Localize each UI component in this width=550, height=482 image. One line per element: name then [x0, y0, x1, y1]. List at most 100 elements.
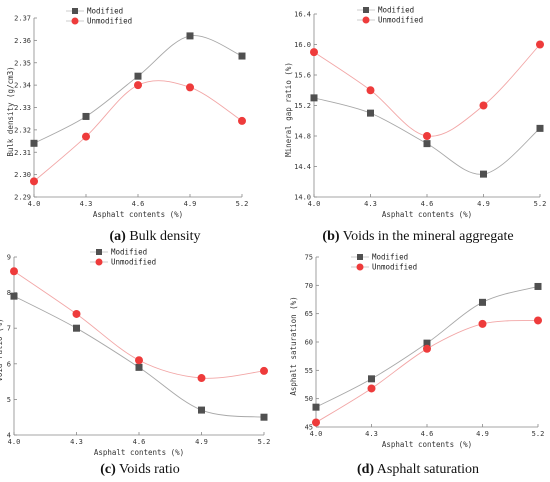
data-point-modified	[423, 339, 431, 347]
y-axis-label: Void ratio (%)	[0, 318, 4, 381]
series-line-unmodified	[315, 320, 539, 423]
data-point-modified	[30, 139, 38, 147]
data-point-modified	[198, 406, 205, 414]
legend-marker-modified	[72, 8, 78, 14]
data-point-unmodified	[366, 86, 375, 95]
data-point-modified	[536, 124, 544, 132]
data-point-unmodified	[197, 374, 206, 383]
y-tick-label: 75	[305, 254, 313, 262]
x-tick-label: 4.3	[364, 200, 377, 208]
x-tick-label: 5.2	[236, 200, 249, 208]
data-point-unmodified	[186, 83, 194, 92]
x-axis-label: Asphalt contents (%)	[94, 448, 184, 457]
data-point-unmodified	[423, 132, 431, 140]
data-point-unmodified	[312, 418, 320, 427]
x-tick-label: 4.3	[365, 430, 378, 438]
chart-panel-c: 4 5 6 7 8 9 4.0 4.3 4.6 4.9 5.2 Asphalt contents (%…	[0, 248, 270, 478]
y-axis-label: Asphalt saturation (%)	[289, 296, 298, 395]
y-tick-label: 2.37	[14, 15, 31, 23]
data-point-modified	[260, 413, 268, 421]
caption-text: Asphalt saturation	[374, 462, 479, 477]
x-tick-label: 4.6	[421, 430, 434, 438]
data-point-unmodified	[478, 319, 487, 328]
y-tick-label: 70	[305, 282, 313, 290]
y-tick-label: 2.36	[14, 37, 31, 45]
y-tick-label: 15.6	[294, 72, 311, 80]
caption-text: Voids in the mineral aggregate	[340, 229, 514, 244]
panel-caption: (c) Voids ratio	[100, 462, 180, 477]
x-tick-label: 4.0	[28, 200, 41, 208]
caption-label: (a)	[110, 229, 127, 244]
x-tick-label: 4.3	[80, 200, 93, 208]
y-tick-label: 2.35	[14, 59, 31, 67]
y-axis-label: Bulk density (g/cm3)	[6, 66, 15, 156]
caption-label: (b)	[322, 229, 339, 244]
y-tick-label: 2.31	[14, 149, 31, 157]
y-tick-label: 5	[7, 396, 11, 404]
x-axis-label: Asphalt contents (%)	[382, 210, 472, 219]
data-point-modified	[134, 72, 142, 80]
data-point-unmodified	[310, 48, 318, 57]
y-tick-label: 6	[7, 360, 11, 368]
legend-label: Unmodified	[87, 17, 132, 26]
data-point-unmodified	[72, 309, 81, 318]
y-tick-label: 14.8	[294, 133, 311, 141]
y-tick-label: 60	[305, 339, 313, 347]
data-point-modified	[423, 140, 431, 148]
y-tick-label: 2.29	[14, 194, 31, 202]
y-tick-label: 45	[305, 424, 313, 432]
y-tick-label: 50	[305, 395, 313, 403]
legend-label: Unmodified	[111, 258, 156, 267]
legend-marker-modified	[96, 249, 102, 255]
data-point-modified	[367, 109, 374, 117]
legend-marker-unmodified	[356, 263, 364, 271]
data-point-modified	[73, 324, 80, 332]
x-tick-label: 4.9	[184, 200, 197, 208]
y-axis-label: Mineral gap ratio (%)	[284, 62, 293, 157]
y-tick-label: 2.30	[14, 171, 31, 179]
chart-panel-a: 2.29 2.30 2.31 2.32 2.33 2.34 2.35 2.36 2.37 4.0 4…	[6, 7, 248, 245]
chart-panel-b: 14.0 14.4 14.8 15.2 15.6 16.0 16.4 4.0 4.3 4.6 4.9…	[284, 6, 546, 245]
data-point-modified	[480, 170, 487, 178]
y-tick-label: 15.2	[294, 102, 311, 110]
y-tick-label: 2.32	[14, 126, 31, 134]
panel-caption: (a) Bulk density	[110, 229, 201, 244]
data-point-unmodified	[82, 132, 90, 141]
data-point-unmodified	[536, 40, 544, 49]
legend-marker-unmodified	[71, 17, 79, 25]
data-point-unmodified	[10, 267, 18, 276]
x-tick-label: 4.3	[70, 438, 83, 446]
x-tick-label: 5.2	[258, 438, 271, 446]
data-point-unmodified	[238, 116, 246, 125]
data-point-unmodified	[367, 384, 376, 393]
data-point-modified	[368, 375, 375, 383]
caption-label: (d)	[357, 462, 374, 477]
legend-marker-unmodified	[95, 258, 103, 266]
x-tick-label: 4.6	[421, 200, 434, 208]
data-point-unmodified	[423, 344, 431, 353]
data-point-unmodified	[260, 366, 268, 375]
y-tick-label: 2.34	[14, 82, 31, 90]
data-point-modified	[186, 32, 194, 40]
chart-panel-d: 45 50 55 60 65 70 75 4.0 4.3 4.6 4.9 5.2 Asphalt con…	[289, 253, 544, 478]
data-point-unmodified	[134, 81, 142, 90]
y-tick-label: 2.33	[14, 104, 31, 112]
caption-text: Voids ratio	[116, 462, 180, 477]
y-tick-label: 16.0	[294, 41, 311, 49]
series-line-unmodified	[313, 44, 541, 137]
legend-marker-modified	[363, 7, 369, 13]
x-tick-label: 5.2	[532, 430, 545, 438]
y-tick-label: 9	[7, 254, 11, 262]
legend-marker-unmodified	[362, 16, 370, 24]
x-axis-label: Asphalt contents (%)	[382, 440, 472, 449]
legend-marker-modified	[357, 254, 363, 260]
data-point-modified	[82, 112, 90, 120]
data-point-modified	[312, 403, 320, 411]
caption-label: (c)	[100, 462, 116, 477]
legend-label: Unmodified	[372, 263, 417, 272]
panel-caption: (d) Asphalt saturation	[357, 462, 479, 477]
